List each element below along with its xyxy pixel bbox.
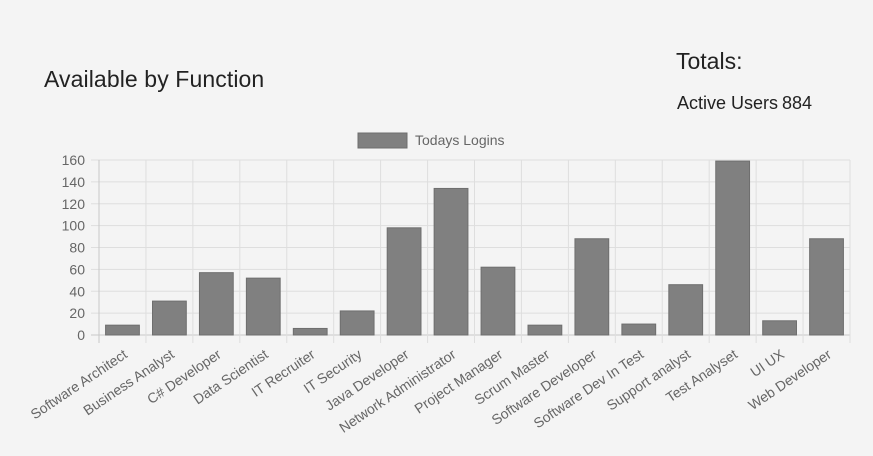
y-tick-label: 80: [69, 240, 85, 256]
y-axis-ticks: 0 20 40 60 80 100 120 140 160: [62, 152, 86, 343]
active-users-label: Active Users: [677, 93, 779, 113]
page-title: Available by Function: [44, 66, 265, 92]
y-tick-label: 0: [77, 327, 85, 343]
legend-swatch: [357, 132, 408, 149]
bar[interactable]: [809, 238, 844, 336]
bar[interactable]: [433, 187, 469, 336]
totals-heading: Totals:: [676, 48, 743, 74]
bar[interactable]: [152, 300, 187, 336]
bar[interactable]: [527, 324, 563, 336]
bars: [105, 160, 844, 336]
bar[interactable]: [762, 320, 797, 336]
legend[interactable]: Todays Logins: [357, 132, 505, 149]
bar[interactable]: [621, 323, 657, 336]
bar[interactable]: [292, 327, 328, 336]
y-tick-label: 140: [62, 174, 86, 190]
y-tick-label: 40: [69, 283, 85, 299]
bar[interactable]: [480, 266, 516, 336]
bar[interactable]: [668, 284, 704, 336]
y-tick-label: 160: [62, 152, 86, 168]
bar[interactable]: [574, 238, 610, 336]
x-tick-label: Web Developer: [745, 346, 834, 413]
bar[interactable]: [715, 160, 751, 336]
active-users-summary: Active Users 884: [677, 93, 812, 114]
bar[interactable]: [339, 310, 375, 336]
y-tick-label: 60: [69, 261, 85, 277]
y-tick-label: 100: [62, 218, 86, 234]
legend-label: Todays Logins: [415, 132, 505, 148]
bar[interactable]: [245, 277, 281, 336]
y-tick-label: 20: [69, 305, 85, 321]
bar[interactable]: [105, 324, 140, 336]
bar[interactable]: [198, 272, 234, 336]
active-users-value: 884: [782, 93, 813, 113]
y-tick-label: 120: [62, 196, 86, 212]
bar[interactable]: [386, 227, 422, 336]
